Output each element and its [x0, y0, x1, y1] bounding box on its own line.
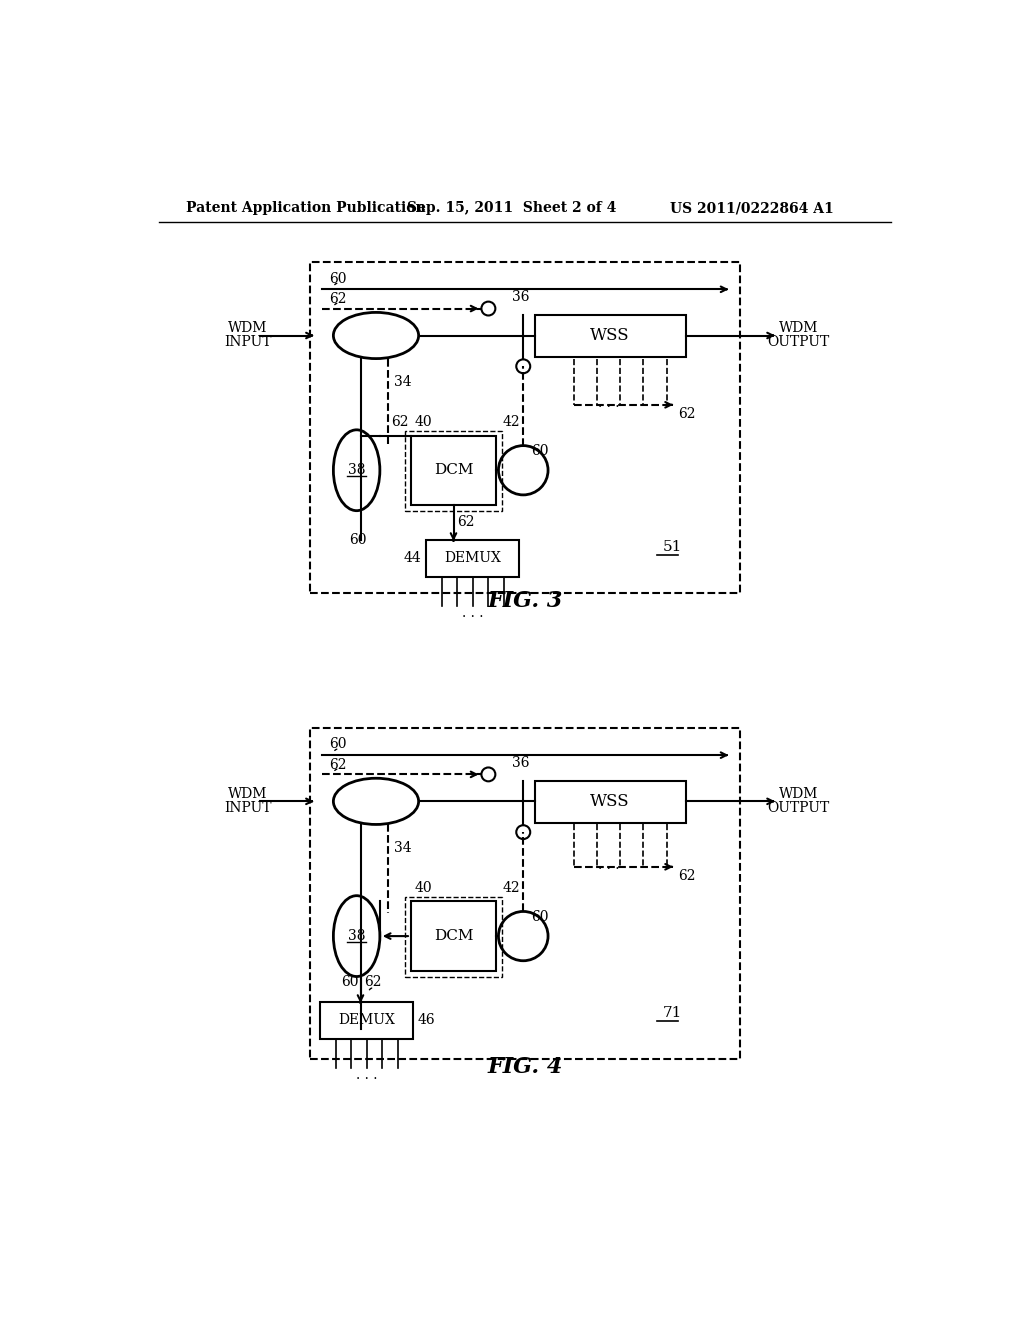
Text: 71: 71	[663, 1006, 682, 1020]
Text: 62: 62	[330, 758, 347, 772]
Text: 62: 62	[678, 407, 695, 421]
Text: DCM: DCM	[434, 929, 473, 942]
Text: 38: 38	[348, 929, 366, 942]
Text: 46: 46	[417, 1012, 435, 1027]
Text: Patent Application Publication: Patent Application Publication	[186, 202, 426, 215]
Text: DEMUX: DEMUX	[444, 550, 502, 565]
Text: 51: 51	[663, 540, 682, 554]
Text: 36: 36	[512, 290, 529, 304]
Text: 38: 38	[348, 463, 366, 478]
Text: 44: 44	[403, 550, 421, 565]
FancyBboxPatch shape	[321, 1002, 414, 1039]
Text: INPUT: INPUT	[224, 335, 272, 348]
Text: 60: 60	[341, 975, 358, 989]
Text: 62: 62	[330, 292, 347, 306]
Text: US 2011/0222864 A1: US 2011/0222864 A1	[671, 202, 835, 215]
Text: FIG. 3: FIG. 3	[487, 590, 562, 612]
Text: 60: 60	[330, 272, 347, 285]
Text: 60: 60	[531, 909, 549, 924]
Text: OUTPUT: OUTPUT	[767, 335, 829, 348]
Text: OUTPUT: OUTPUT	[767, 800, 829, 814]
FancyBboxPatch shape	[535, 780, 686, 822]
Text: . . .: . . .	[462, 606, 483, 620]
Text: 34: 34	[394, 375, 412, 388]
Text: WDM: WDM	[778, 321, 818, 335]
Bar	[404, 432, 503, 511]
Text: 40: 40	[415, 414, 432, 429]
Text: WSS: WSS	[590, 793, 630, 810]
Text: WDM: WDM	[228, 321, 268, 335]
Text: 60: 60	[349, 532, 367, 546]
Text: 36: 36	[512, 756, 529, 770]
Text: 62: 62	[365, 975, 382, 989]
Bar	[404, 896, 503, 977]
FancyBboxPatch shape	[411, 436, 496, 506]
Text: 60: 60	[330, 738, 347, 751]
Bar	[310, 729, 740, 1059]
Text: WDM: WDM	[228, 787, 268, 801]
Text: 62: 62	[391, 414, 409, 429]
Text: 42: 42	[503, 414, 520, 429]
Text: DCM: DCM	[434, 463, 473, 478]
Text: DEMUX: DEMUX	[338, 1012, 395, 1027]
Text: . . .: . . .	[598, 858, 620, 873]
Text: INPUT: INPUT	[224, 800, 272, 814]
FancyBboxPatch shape	[535, 314, 686, 358]
Text: 42: 42	[503, 880, 520, 895]
Text: 62: 62	[458, 515, 475, 529]
Bar	[310, 263, 740, 594]
Text: 60: 60	[531, 444, 549, 458]
FancyBboxPatch shape	[426, 540, 519, 577]
Text: 62: 62	[678, 869, 695, 883]
FancyBboxPatch shape	[411, 902, 496, 970]
Text: . . .: . . .	[598, 396, 620, 411]
Text: WDM: WDM	[778, 787, 818, 801]
Text: FIG. 4: FIG. 4	[487, 1056, 562, 1078]
Text: 34: 34	[394, 841, 412, 854]
Text: Sep. 15, 2011  Sheet 2 of 4: Sep. 15, 2011 Sheet 2 of 4	[407, 202, 616, 215]
Text: 40: 40	[415, 880, 432, 895]
Text: WSS: WSS	[590, 327, 630, 345]
Text: . . .: . . .	[356, 1068, 378, 1082]
